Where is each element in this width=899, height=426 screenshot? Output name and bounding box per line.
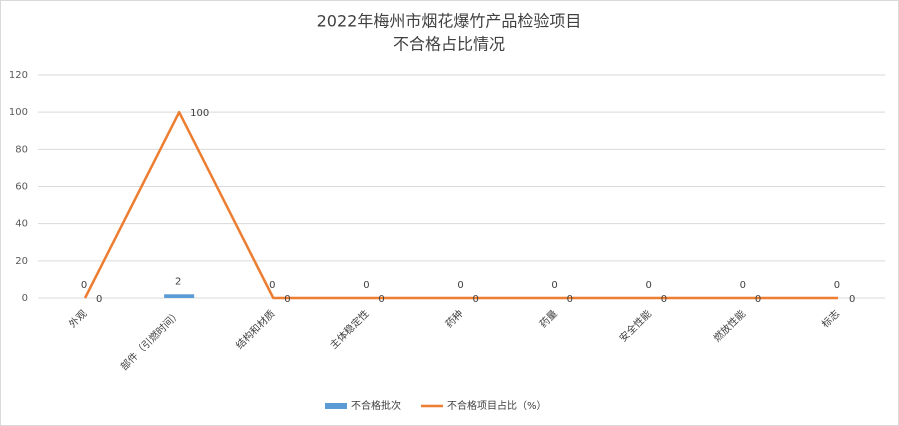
line <box>83 110 838 300</box>
y-tick-label: 80 <box>15 144 28 155</box>
data-label: 0 <box>269 280 275 291</box>
data-label: 0 <box>834 280 840 291</box>
y-tick-label: 100 <box>9 107 28 118</box>
legend-label: 不合格项目占比（%） <box>447 399 547 412</box>
y-tick-label: 20 <box>15 256 28 267</box>
data-label: 0 <box>755 294 761 305</box>
data-label: 100 <box>190 108 209 119</box>
data-label: 0 <box>551 280 557 291</box>
data-label: 0 <box>567 294 573 305</box>
data-label: 0 <box>740 280 746 291</box>
data-label: 0 <box>849 294 855 305</box>
data-label: 0 <box>646 280 652 291</box>
data-label: 0 <box>661 294 667 305</box>
data-label: 0 <box>284 294 290 305</box>
legend-label: 不合格批次 <box>351 399 401 412</box>
legend-swatch <box>325 403 347 409</box>
chart-title: 2022年梅州市烟花爆竹产品检验项目 <box>317 12 582 31</box>
bar <box>164 294 195 298</box>
y-tick-label: 0 <box>22 293 28 304</box>
data-label: 0 <box>378 294 384 305</box>
data-label: 0 <box>473 294 479 305</box>
data-label: 0 <box>81 280 87 291</box>
data-label: 0 <box>363 280 369 291</box>
data-label: 2 <box>175 276 181 287</box>
chart-subtitle: 不合格占比情况 <box>393 35 505 54</box>
data-label: 0 <box>457 280 463 291</box>
data-label: 0 <box>96 294 102 305</box>
y-tick-label: 60 <box>15 182 28 193</box>
y-tick-label: 120 <box>9 70 28 81</box>
y-tick-label: 40 <box>15 219 28 230</box>
